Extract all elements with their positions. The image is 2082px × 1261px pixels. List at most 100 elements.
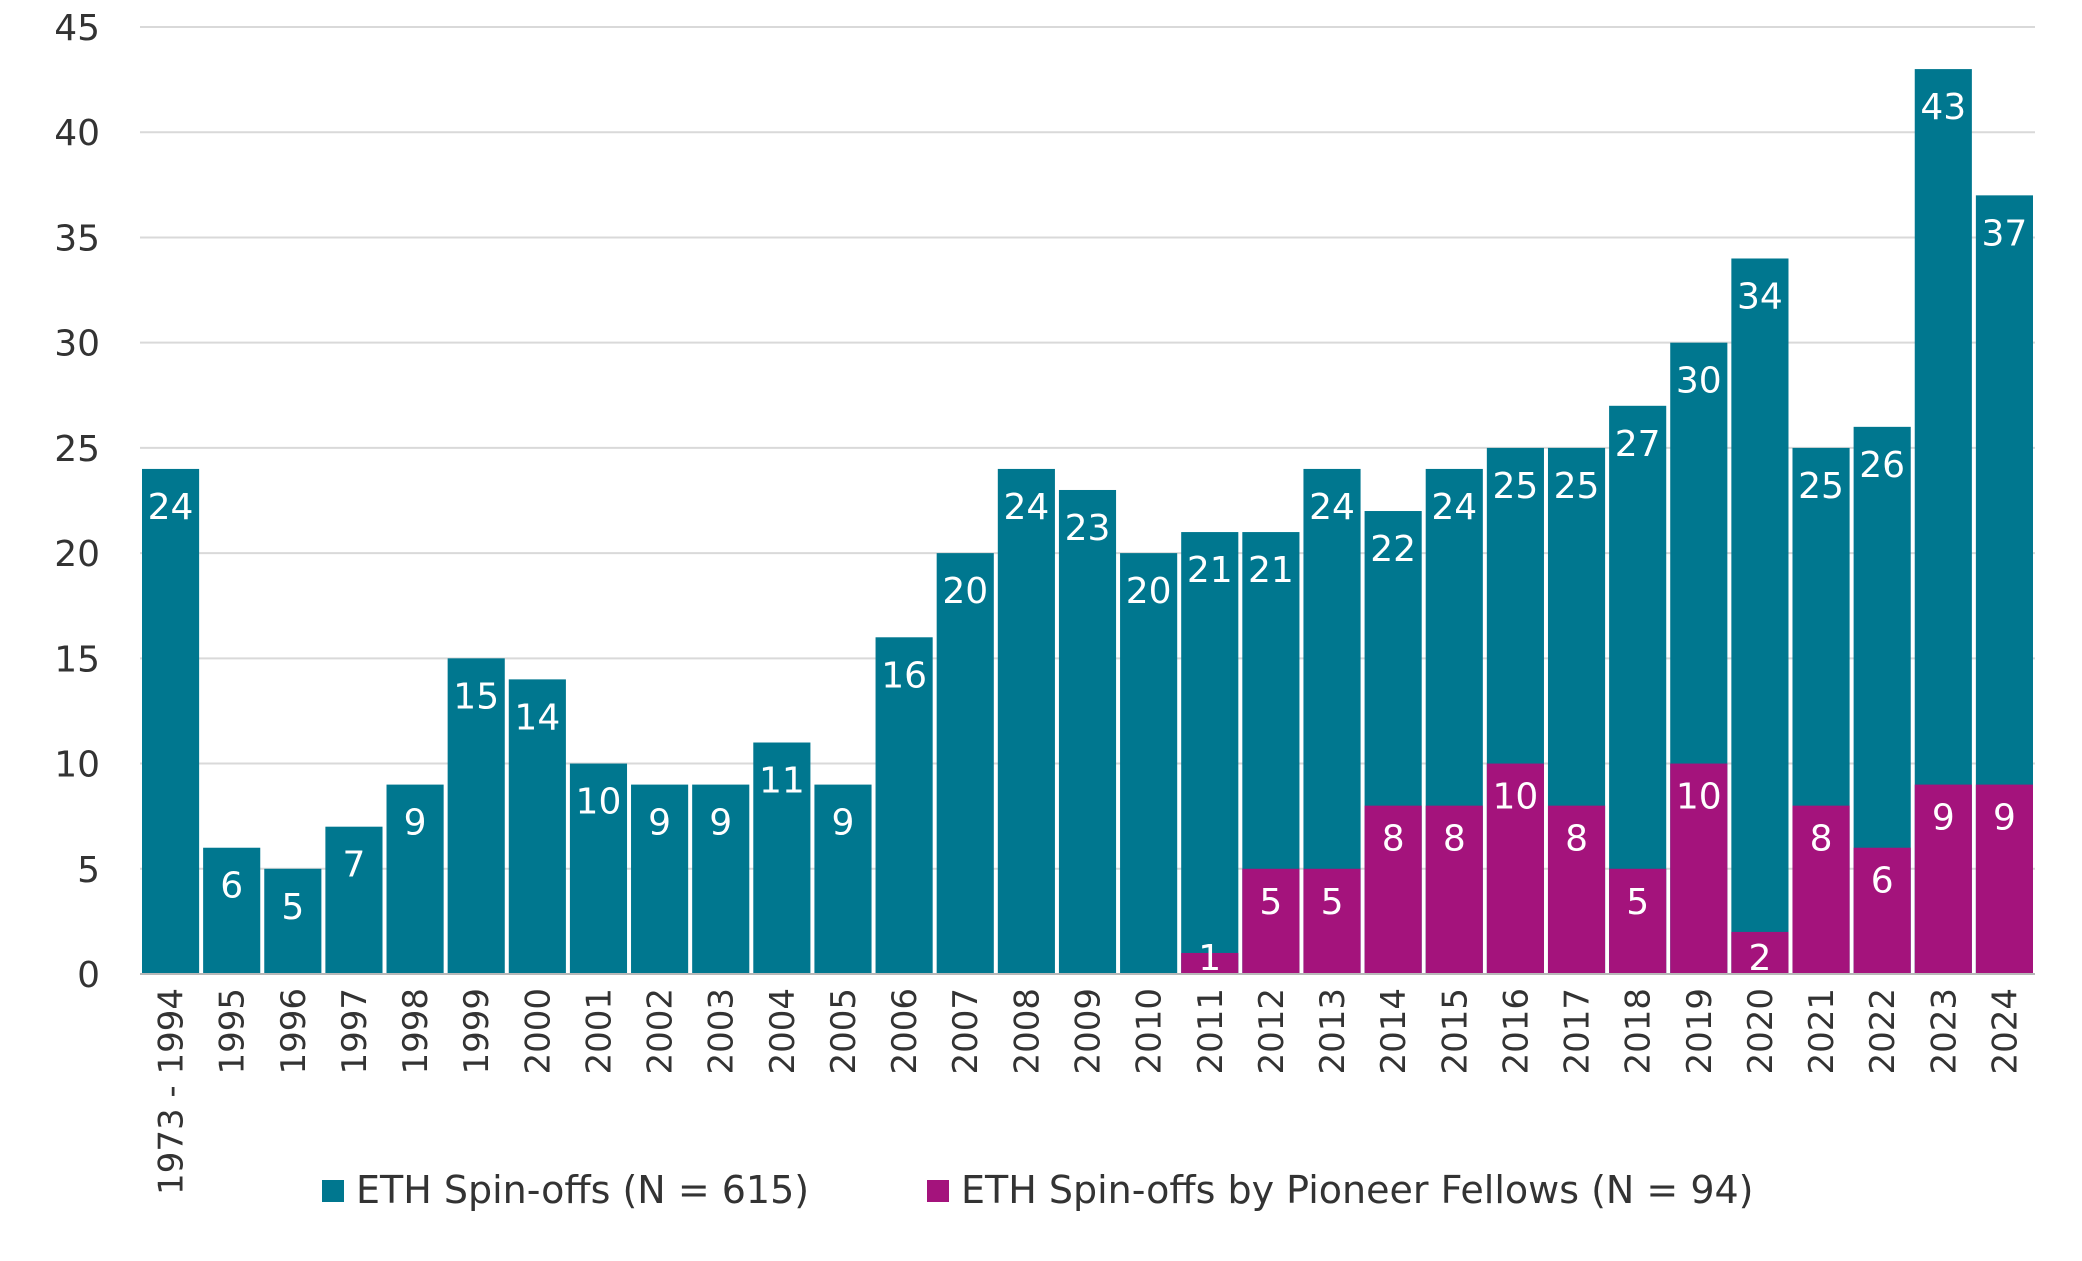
y-tick-label: 45 [54, 8, 100, 49]
x-tick-label: 2009 [1069, 988, 1109, 1075]
x-tick-label: 2006 [885, 988, 925, 1075]
bar-pioneer-fellows [1181, 952, 1239, 974]
data-label-eth-spinoffs: 9 [709, 803, 732, 844]
data-label-eth-spinoffs: 20 [1126, 571, 1172, 612]
bar-eth-spinoffs [692, 784, 750, 974]
data-label-pioneer-fellows: 9 [1993, 798, 2016, 839]
data-label-eth-spinoffs: 24 [1309, 487, 1355, 528]
x-tick-label: 2013 [1313, 988, 1353, 1075]
data-label-eth-spinoffs: 24 [1003, 487, 1049, 528]
x-tick-label: 2017 [1558, 988, 1598, 1075]
bar-pioneer-fellows [1364, 805, 1422, 974]
y-tick-label: 40 [54, 113, 100, 154]
bar-eth-spinoffs [631, 784, 689, 974]
data-label-eth-spinoffs: 37 [1982, 213, 2028, 254]
bar-pioneer-fellows [1670, 763, 1728, 974]
bar-pioneer-fellows [1547, 805, 1606, 974]
data-label-pioneer-fellows: 5 [1321, 882, 1344, 923]
y-tick-label: 0 [77, 955, 100, 996]
data-label-eth-spinoffs: 24 [1431, 487, 1477, 528]
x-tick-label: 2003 [702, 988, 742, 1075]
x-tick-label: 2015 [1435, 988, 1475, 1075]
bar-eth-spinoffs [203, 847, 261, 974]
x-tick-label: 2022 [1863, 988, 1903, 1075]
x-tick-label: 2000 [518, 988, 558, 1075]
x-tick-label: 2023 [1924, 988, 1964, 1075]
data-label-pioneer-fellows: 8 [1443, 819, 1466, 860]
x-tick-label: 1973 - 1994 [152, 988, 192, 1195]
bar-eth-spinoffs [1058, 489, 1117, 974]
data-label-eth-spinoffs: 27 [1615, 424, 1661, 465]
x-tick-label: 2002 [641, 988, 681, 1075]
x-tick-label: 1995 [213, 988, 253, 1075]
data-label-eth-spinoffs: 15 [453, 676, 499, 717]
bar-eth-spinoffs [1181, 532, 1239, 974]
data-label-pioneer-fellows: 2 [1748, 938, 1771, 979]
data-label-eth-spinoffs: 23 [1065, 508, 1111, 549]
data-label-eth-spinoffs: 9 [832, 803, 855, 844]
data-label-pioneer-fellows: 5 [1626, 882, 1649, 923]
bar-pioneer-fellows [1914, 784, 1972, 974]
x-tick-label: 2024 [1985, 988, 2025, 1075]
bar-eth-spinoffs [936, 553, 994, 974]
bar-pioneer-fellows [1242, 868, 1300, 974]
bar-pioneer-fellows [1792, 805, 1850, 974]
x-tick-label: 2008 [1007, 988, 1047, 1075]
x-tick-label: 1999 [457, 988, 497, 1075]
y-tick-label: 15 [54, 639, 100, 680]
y-tick-label: 30 [54, 324, 100, 365]
x-tick-label: 2012 [1252, 988, 1292, 1075]
y-tick-label: 35 [54, 218, 100, 259]
y-tick-label: 10 [54, 745, 100, 786]
legend-item-pioneer-fellows: ETH Spin-offs by Pioneer Fellows (N = 94… [927, 1168, 1754, 1212]
bar-pioneer-fellows [1731, 931, 1789, 974]
legend-item-eth-spinoffs: ETH Spin-offs (N = 615) [322, 1168, 809, 1212]
bar-pioneer-fellows [1975, 784, 2033, 974]
data-label-eth-spinoffs: 24 [148, 487, 194, 528]
data-label-eth-spinoffs: 7 [342, 845, 365, 886]
data-label-eth-spinoffs: 11 [759, 761, 805, 802]
x-tick-label: 2011 [1191, 988, 1231, 1075]
data-label-eth-spinoffs: 30 [1676, 361, 1722, 402]
x-tick-label: 2007 [946, 988, 986, 1075]
bar-eth-spinoffs [325, 826, 383, 974]
legend-swatch-eth-spinoffs [322, 1180, 344, 1202]
bar-eth-spinoffs [875, 637, 933, 974]
data-label-eth-spinoffs: 5 [281, 887, 304, 928]
x-tick-label: 2005 [824, 988, 864, 1075]
data-label-eth-spinoffs: 10 [576, 782, 622, 823]
data-label-eth-spinoffs: 6 [220, 866, 243, 907]
data-label-eth-spinoffs: 25 [1554, 466, 1600, 507]
y-tick-label: 5 [77, 850, 100, 891]
data-label-pioneer-fellows: 9 [1932, 798, 1955, 839]
bar-pioneer-fellows [1853, 847, 1911, 974]
data-label-pioneer-fellows: 8 [1382, 819, 1405, 860]
x-tick-label: 2019 [1680, 988, 1720, 1075]
x-tick-label: 1998 [396, 988, 436, 1075]
legend: ETH Spin-offs (N = 615) ETH Spin-offs by… [322, 1168, 1754, 1212]
bar-eth-spinoffs [753, 742, 811, 974]
bars [142, 69, 2033, 975]
y-axis-ticks: 0 5 10 15 20 25 30 35 40 45 [54, 8, 100, 996]
x-tick-label: 2010 [1130, 988, 1170, 1075]
data-label-eth-spinoffs: 16 [881, 655, 927, 696]
data-label-pioneer-fellows: 8 [1565, 819, 1588, 860]
data-label-eth-spinoffs: 34 [1737, 276, 1783, 317]
bar-eth-spinoffs [508, 679, 566, 974]
x-tick-label: 2020 [1741, 988, 1781, 1075]
x-tick-label: 2001 [579, 988, 619, 1075]
bar-eth-spinoffs [1731, 258, 1789, 974]
data-label-pioneer-fellows: 5 [1259, 882, 1282, 923]
data-label-eth-spinoffs: 43 [1920, 87, 1966, 128]
data-label-pioneer-fellows: 10 [1492, 777, 1538, 818]
data-label-eth-spinoffs: 9 [648, 803, 671, 844]
bar-eth-spinoffs [447, 658, 505, 974]
data-label-eth-spinoffs: 9 [404, 803, 427, 844]
x-tick-label: 2018 [1619, 988, 1659, 1075]
bar-eth-spinoffs [386, 784, 444, 974]
data-label-eth-spinoffs: 21 [1187, 550, 1233, 591]
legend-swatch-pioneer-fellows [927, 1180, 949, 1202]
bar-pioneer-fellows [1303, 868, 1361, 974]
